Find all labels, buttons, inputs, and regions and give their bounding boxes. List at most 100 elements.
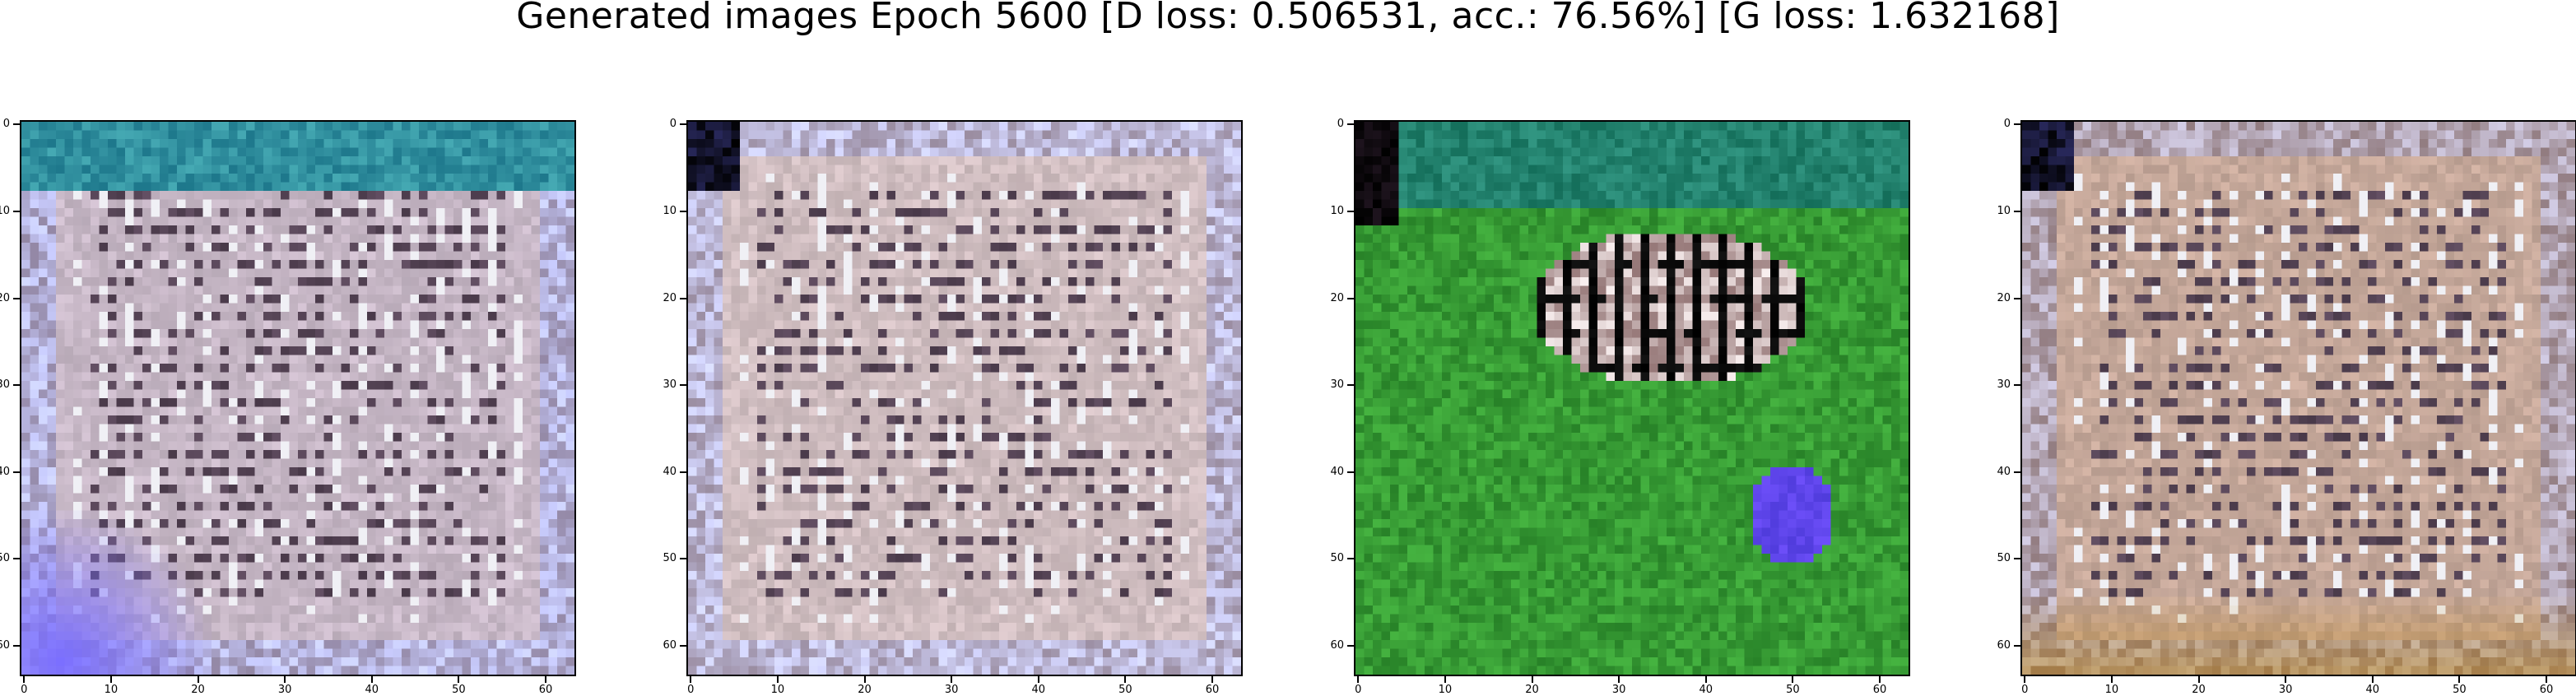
y-tick <box>2014 123 2020 126</box>
x-tick-label: 20 <box>858 684 872 696</box>
x-tick <box>458 676 460 683</box>
generated-image-2 <box>686 120 1243 676</box>
image-canvas-2 <box>688 122 1241 675</box>
y-tick <box>1347 645 1354 647</box>
image-panel-4: 0 10 20 30 40 50 60 0 10 20 30 40 50 60 <box>1997 118 2576 696</box>
x-tick <box>197 676 199 683</box>
y-tick-label: 10 <box>1997 204 2011 217</box>
x-tick-label: 20 <box>191 684 205 696</box>
x-tick <box>2546 676 2548 683</box>
x-tick-label: 0 <box>2021 684 2029 696</box>
y-tick-label: 30 <box>0 378 10 392</box>
y-tick <box>13 384 20 387</box>
y-tick-label: 50 <box>663 552 677 565</box>
x-tick-label: 60 <box>1872 684 1887 696</box>
y-tick-label: 40 <box>1330 465 1344 478</box>
y-tick-label: 0 <box>669 118 677 131</box>
x-tick-label: 30 <box>2278 684 2293 696</box>
x-tick <box>2371 676 2374 683</box>
x-tick <box>109 676 112 683</box>
y-tick <box>680 210 686 212</box>
y-tick-label: 10 <box>1330 204 1344 217</box>
x-tick-label: 0 <box>21 684 28 696</box>
x-tick-label: 40 <box>365 684 379 696</box>
y-tick <box>680 645 686 647</box>
image-canvas-4 <box>2022 122 2575 675</box>
image-panel-3: 0 10 20 30 40 50 60 0 10 20 30 40 50 60 <box>1330 118 1910 696</box>
y-tick <box>2014 297 2020 299</box>
x-tick-label: 60 <box>2539 684 2554 696</box>
y-tick-label: 60 <box>1330 639 1344 652</box>
x-tick-label: 40 <box>1031 684 1046 696</box>
x-tick-label: 30 <box>944 684 959 696</box>
y-tick-label: 20 <box>1330 291 1344 304</box>
y-tick <box>1347 471 1354 473</box>
y-tick <box>1347 384 1354 387</box>
x-tick <box>2458 676 2461 683</box>
y-tick <box>13 210 20 212</box>
x-tick-label: 60 <box>1205 684 1220 696</box>
x-tick <box>690 676 692 683</box>
x-tick <box>545 676 547 683</box>
y-tick-label: 40 <box>663 465 677 478</box>
y-tick <box>2014 210 2020 212</box>
x-tick <box>1618 676 1620 683</box>
y-tick-label: 60 <box>663 639 677 652</box>
x-tick-label: 20 <box>1525 684 1539 696</box>
y-tick <box>13 123 20 126</box>
x-tick-label: 50 <box>2453 684 2467 696</box>
x-tick <box>2285 676 2287 683</box>
image-panel-2: 0 10 20 30 40 50 60 0 10 20 30 40 50 60 <box>663 118 1243 696</box>
generated-image-3 <box>1354 120 1910 676</box>
x-tick <box>1124 676 1127 683</box>
x-tick-label: 50 <box>1118 684 1132 696</box>
y-tick <box>2014 558 2020 560</box>
x-tick-label: 0 <box>1355 684 1362 696</box>
y-tick-label: 50 <box>0 552 10 565</box>
y-tick <box>680 471 686 473</box>
y-tick-label: 60 <box>1997 639 2011 652</box>
x-tick <box>863 676 866 683</box>
x-tick-label: 60 <box>538 684 553 696</box>
y-tick <box>680 123 686 126</box>
x-tick-label: 10 <box>104 684 119 696</box>
x-tick <box>1792 676 1794 683</box>
y-tick <box>680 558 686 560</box>
x-tick-label: 40 <box>1699 684 1713 696</box>
x-tick <box>776 676 779 683</box>
y-tick <box>13 558 20 560</box>
x-tick <box>951 676 953 683</box>
x-tick-label: 30 <box>277 684 292 696</box>
x-tick <box>1531 676 1533 683</box>
x-tick-label: 10 <box>1438 684 1453 696</box>
y-tick-label: 40 <box>0 465 10 478</box>
y-tick <box>2014 384 2020 387</box>
x-tick <box>1444 676 1446 683</box>
y-tick-label: 20 <box>0 291 10 304</box>
y-tick <box>13 297 20 299</box>
x-tick <box>284 676 286 683</box>
y-tick-label: 10 <box>0 204 10 217</box>
y-tick <box>2014 471 2020 473</box>
y-tick-label: 0 <box>1337 118 1344 131</box>
y-tick-label: 30 <box>1997 378 2011 392</box>
y-tick <box>1347 123 1354 126</box>
x-tick-label: 0 <box>687 684 695 696</box>
x-tick <box>1211 676 1214 683</box>
figure-title: Generated images Epoch 5600 [D loss: 0.5… <box>516 0 2060 37</box>
x-tick <box>2024 676 2026 683</box>
y-tick-label: 10 <box>663 204 677 217</box>
x-tick <box>2197 676 2200 683</box>
y-tick <box>13 471 20 473</box>
y-tick-label: 30 <box>1330 378 1344 392</box>
y-tick-label: 30 <box>663 378 677 392</box>
x-tick <box>1037 676 1039 683</box>
x-tick-label: 50 <box>452 684 466 696</box>
y-tick-label: 60 <box>0 639 10 652</box>
x-tick-label: 40 <box>2365 684 2380 696</box>
x-tick <box>1879 676 1881 683</box>
y-tick-label: 0 <box>2003 118 2011 131</box>
y-tick <box>680 297 686 299</box>
y-tick <box>1347 210 1354 212</box>
y-tick-label: 50 <box>1330 552 1344 565</box>
